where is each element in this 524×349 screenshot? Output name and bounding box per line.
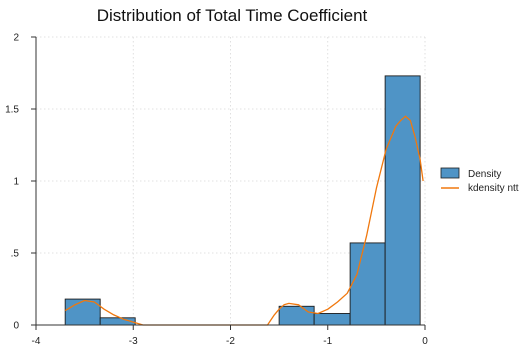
legend: Density kdensity ntt — [440, 167, 519, 194]
histogram-bar — [384, 75, 421, 326]
kde-line — [64, 115, 424, 326]
y-tick-label: .5 — [11, 249, 20, 260]
legend-label-kde: kdensity ntt — [468, 183, 519, 194]
histogram-bar — [349, 242, 386, 326]
histogram-bars — [64, 75, 421, 326]
histogram-bar — [64, 298, 101, 326]
kde-curve-group — [64, 115, 424, 326]
x-tick-label: -4 — [32, 336, 41, 347]
y-tick-label: 1 — [13, 177, 19, 188]
legend-swatch-density — [440, 167, 460, 179]
legend-label-density: Density — [468, 169, 501, 180]
histogram-bar — [278, 305, 315, 326]
y-tick-label: 1.5 — [5, 105, 19, 116]
x-tick-label: -3 — [129, 336, 138, 347]
y-tick-label: 0 — [13, 321, 19, 332]
x-tick-label: -1 — [323, 336, 332, 347]
x-tick-label: -2 — [226, 336, 235, 347]
x-axis-ticks: -4 -3 -2 -1 0 — [32, 325, 428, 347]
histogram-bar — [313, 313, 351, 326]
x-tick-label: 0 — [422, 336, 428, 347]
chart-title: Distribution of Total Time Coefficient — [96, 6, 368, 25]
y-axis-ticks: 0 .5 1 1.5 2 — [5, 33, 36, 332]
y-tick-label: 2 — [13, 33, 19, 44]
